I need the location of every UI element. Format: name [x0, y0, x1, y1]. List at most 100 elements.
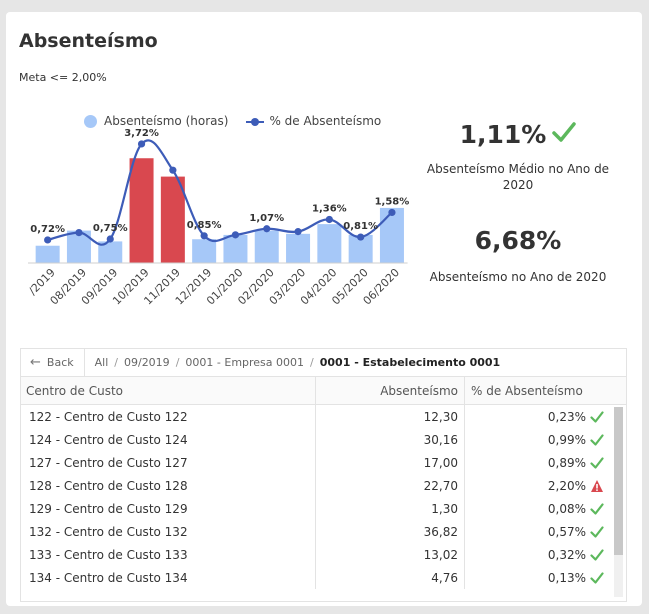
cost-center-cell: 129 - Centro de Custo 129 [21, 497, 316, 520]
chart-point[interactable] [200, 232, 208, 240]
absenteeism-cell: 30,16 [316, 428, 465, 451]
chart-bar[interactable] [98, 241, 123, 263]
absenteeism-pct-value: 0,57% [547, 524, 586, 539]
chart-bar[interactable] [129, 158, 154, 263]
check-icon [590, 525, 604, 539]
breadcrumb-separator: / [114, 356, 118, 369]
kpi-year-total-value: 6,68% [474, 226, 562, 255]
kpi-average-value: 1,11% [459, 120, 547, 149]
chart-point[interactable] [137, 140, 146, 148]
kpi-year-total: 6,68% Absenteísmo no Ano de 2020 [418, 226, 618, 285]
cost-center-cell: 132 - Centro de Custo 132 [21, 520, 316, 543]
breadcrumb-item-company[interactable]: 0001 - Empresa 0001 [185, 356, 305, 369]
chart-point[interactable] [294, 228, 302, 236]
kpi-average-value-row: 1,11% [418, 120, 618, 149]
table-row[interactable]: 124 - Centro de Custo 124 30,16 0,99% [21, 428, 626, 451]
absenteeism-pct-cell: 2,20% [465, 474, 610, 497]
legend-item-line[interactable]: % de Absenteísmo [246, 114, 381, 128]
absenteeism-pct-value: 0,32% [547, 547, 586, 562]
chart-data-label: 0,72% [30, 224, 65, 235]
column-header-cost-center[interactable]: Centro de Custo [21, 377, 316, 404]
table-row[interactable]: 134 - Centro de Custo 134 4,76 0,13% [21, 566, 626, 589]
chart-data-label: 1,07% [249, 213, 284, 224]
chart-point[interactable] [357, 233, 365, 241]
chart-data-label: 3,72% [124, 128, 159, 139]
kpi-year-total-label: Absenteísmo no Ano de 2020 [429, 270, 607, 284]
cost-center-cell: 122 - Centro de Custo 122 [21, 405, 316, 428]
absenteeism-chart: 0,72% 0,75% 3,72% 0,85% 1,07% 1,36% 0,81% 1,58%… [26, 128, 410, 307]
chart-point[interactable] [231, 231, 240, 239]
warning-icon [590, 479, 604, 493]
absenteeism-cell: 12,30 [316, 405, 465, 428]
cost-center-cell: 127 - Centro de Custo 127 [21, 451, 316, 474]
chart-point[interactable] [325, 215, 333, 224]
table-scrollbar[interactable] [614, 407, 623, 597]
chart-point[interactable] [263, 225, 271, 233]
column-header-absenteeism[interactable]: Absenteísmo [316, 377, 465, 404]
check-icon [552, 120, 577, 149]
chart-data-label: 0,75% [93, 223, 128, 234]
back-label: Back [46, 356, 74, 369]
check-icon [590, 433, 604, 447]
legend-bar-swatch [84, 114, 97, 128]
chart-bar[interactable] [379, 207, 404, 263]
cost-center-cell: 128 - Centro de Custo 128 [21, 474, 316, 497]
check-icon [590, 456, 604, 470]
table-row[interactable]: 129 - Centro de Custo 129 1,30 0,08% [21, 497, 626, 520]
chart-point[interactable] [169, 166, 177, 174]
chart-bar[interactable] [254, 230, 279, 263]
absenteeism-pct-value: 2,20% [547, 478, 586, 493]
table-row[interactable]: 133 - Centro de Custo 133 13,02 0,32% [21, 543, 626, 566]
absenteeism-cell: 17,00 [316, 451, 465, 474]
absenteeism-pct-value: 0,99% [547, 432, 586, 447]
cost-center-cell: 124 - Centro de Custo 124 [21, 428, 316, 451]
back-button[interactable]: ← Back [30, 349, 85, 376]
goal-label: Meta <= 2,00% [19, 71, 107, 84]
chart-data-label: 1,58% [375, 196, 410, 207]
chart-bar[interactable] [286, 233, 311, 263]
chart-point[interactable] [75, 229, 83, 237]
table-row[interactable]: 127 - Centro de Custo 127 17,00 0,89% [21, 451, 626, 474]
absenteeism-pct-value: 0,13% [547, 570, 586, 585]
chart-data-label: 0,81% [343, 221, 378, 232]
table-body: 122 - Centro de Custo 122 12,30 0,23% 124 -… [21, 405, 626, 589]
check-icon [590, 410, 604, 424]
legend-bars-label: Absenteísmo (horas) [104, 114, 229, 128]
breadcrumb-item-all[interactable]: All [94, 356, 109, 369]
chart-legend: Absenteísmo (horas) % de Absenteísmo [84, 114, 399, 128]
breadcrumb-separator: / [310, 356, 314, 369]
table-row[interactable]: 132 - Centro de Custo 132 36,82 0,57% [21, 520, 626, 543]
kpi-average-label: Absenteísmo Médio no Ano de 2020 [426, 162, 610, 192]
cost-center-cell: 133 - Centro de Custo 133 [21, 543, 316, 566]
check-icon [590, 502, 604, 516]
chart-data-label: 0,85% [187, 220, 222, 231]
absenteeism-pct-cell: 0,89% [465, 451, 610, 474]
chart-point[interactable] [44, 236, 52, 244]
table-row[interactable]: 122 - Centro de Custo 122 12,30 0,23% [21, 405, 626, 428]
chart-point[interactable] [388, 208, 396, 217]
absenteeism-pct-value: 0,23% [547, 409, 586, 424]
absenteeism-card: Absenteísmo Meta <= 2,00% Absenteísmo (h… [6, 12, 642, 606]
kpi-average: 1,11% Absenteísmo Médio no Ano de 2020 [418, 120, 618, 193]
breadcrumb-item-establishment: 0001 - Estabelecimento 0001 [319, 356, 501, 369]
absenteeism-cell: 22,70 [316, 474, 465, 497]
chart-bar[interactable] [192, 239, 217, 263]
absenteeism-pct-value: 0,08% [547, 501, 586, 516]
arrow-left-icon: ← [30, 355, 41, 370]
chart-point[interactable] [106, 235, 114, 243]
breadcrumb: ← Back All / 09/2019 / 0001 - Empresa 00… [21, 349, 626, 377]
absenteeism-pct-value: 0,89% [547, 455, 586, 470]
chart-bar[interactable] [317, 224, 342, 263]
breadcrumb-item-period[interactable]: 09/2019 [123, 356, 170, 369]
scrollbar-thumb[interactable] [614, 407, 623, 555]
absenteeism-pct-cell: 0,32% [465, 543, 610, 566]
chart-bar[interactable] [160, 176, 185, 263]
legend-item-bars[interactable]: Absenteísmo (horas) [84, 114, 228, 128]
absenteeism-pct-cell: 0,99% [465, 428, 610, 451]
absenteeism-cell: 1,30 [316, 497, 465, 520]
column-header-absenteeism-pct[interactable]: % de Absenteísmo [471, 383, 583, 398]
absenteeism-cell: 13,02 [316, 543, 465, 566]
chart-bar[interactable] [35, 245, 60, 263]
chart-bar[interactable] [223, 234, 248, 263]
table-row[interactable]: 128 - Centro de Custo 128 22,70 2,20% [21, 474, 626, 497]
